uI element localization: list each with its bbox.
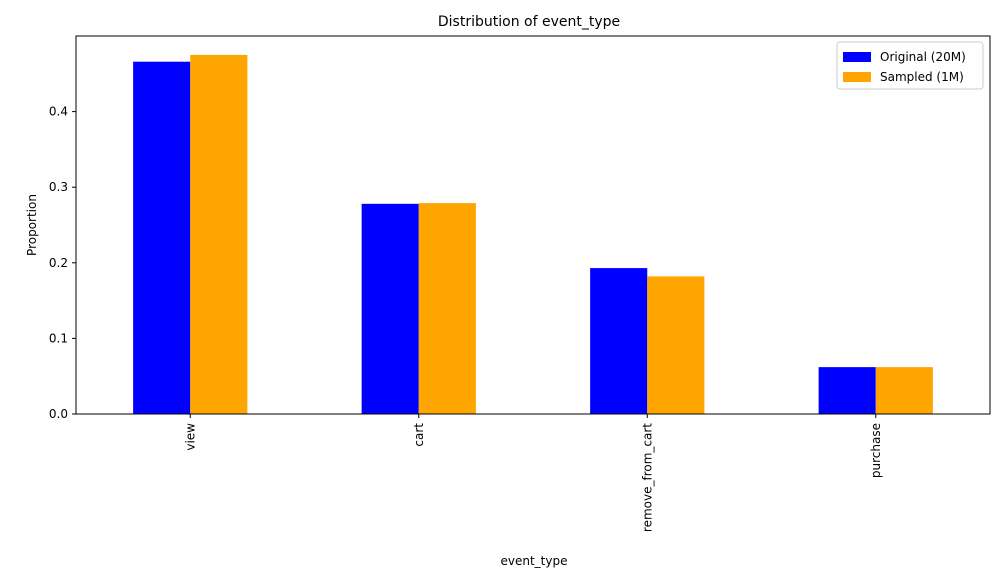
legend-swatch-1: [843, 72, 871, 82]
legend-box: [836, 41, 984, 90]
bar-remove_from_cart-series-1: [647, 276, 705, 414]
y-tick-label: 0.2: [49, 256, 68, 270]
bar-view-series-0: [133, 61, 191, 414]
y-tick-label: 0.0: [49, 407, 68, 421]
legend-label-1: Sampled (1M): [880, 70, 964, 84]
bar-view-series-1: [190, 54, 248, 415]
y-tick-label: 0.4: [49, 105, 68, 119]
legend: Original (20M) Sampled (1M): [836, 41, 984, 90]
x-tick-label: purchase: [869, 423, 883, 478]
bar-cart-series-0: [361, 203, 419, 414]
x-axis-label: event_type: [501, 554, 568, 568]
legend-swatch-0: [843, 52, 871, 62]
bar-purchase-series-0: [818, 367, 876, 414]
x-tick-label: cart: [412, 423, 426, 447]
x-tick-label: remove_from_cart: [640, 423, 654, 532]
y-axis-label: Proportion: [25, 194, 39, 256]
bar-remove_from_cart-series-0: [590, 268, 648, 414]
chart-title: Distribution of event_type: [438, 14, 620, 30]
y-tick-label: 0.1: [49, 331, 68, 345]
y-tick-label: 0.3: [49, 180, 68, 194]
x-tick-label: view: [183, 423, 197, 451]
plot-area: 0.0 0.1 0.2 0.3 0.4 view cart remove_from_cart p…: [49, 35, 991, 532]
bar-cart-series-1: [418, 203, 476, 414]
plot-frame: [75, 35, 991, 415]
legend-label-0: Original (20M): [880, 50, 966, 64]
bar-purchase-series-1: [875, 367, 933, 414]
